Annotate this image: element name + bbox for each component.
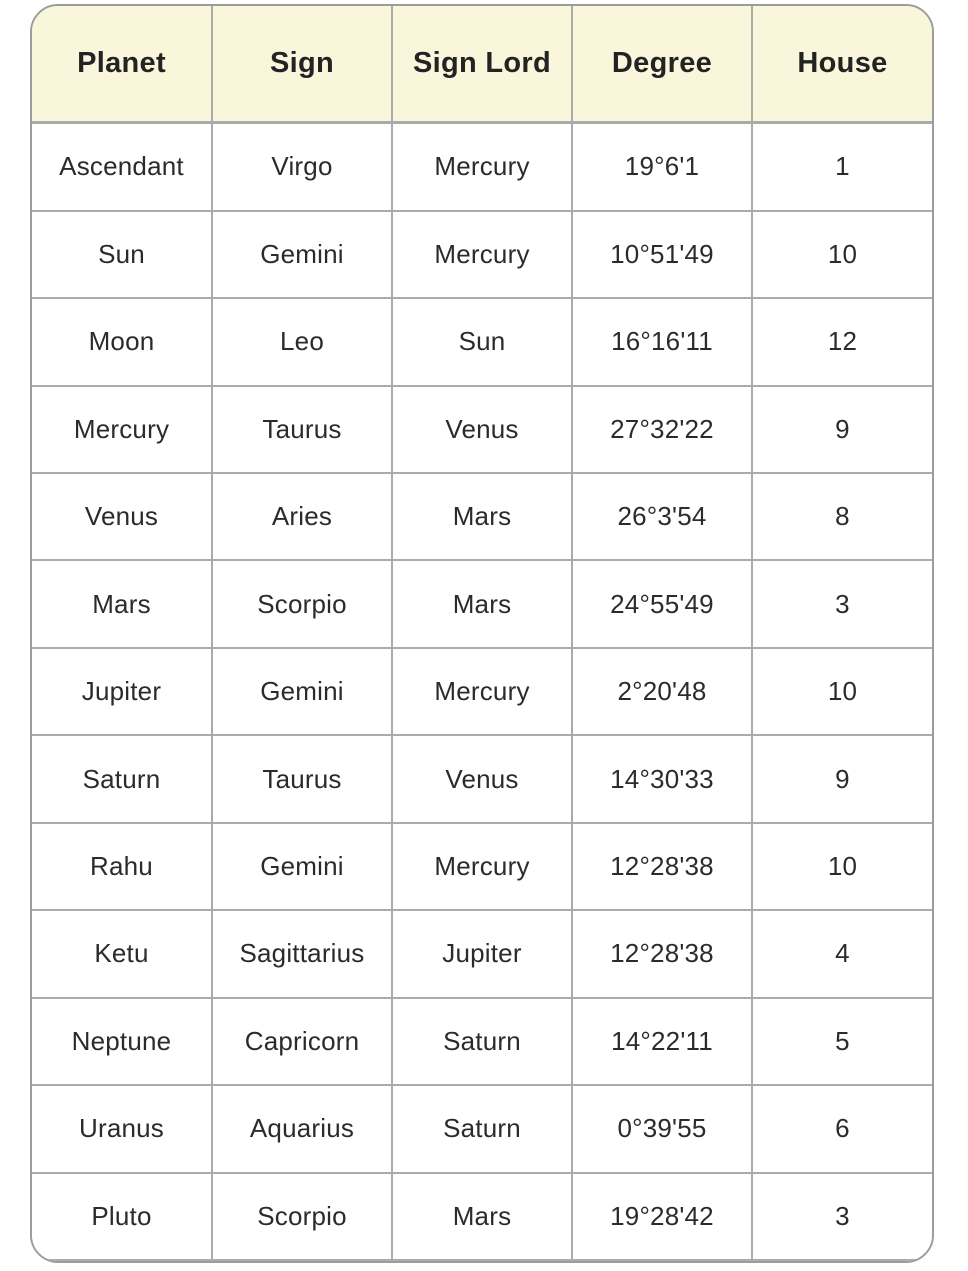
table-row: Mars Scorpio Mars 24°55'49 3 [32,559,932,649]
cell-planet: Uranus [32,1084,213,1174]
cell-planet: Jupiter [32,646,213,737]
cell-sign-lord: Mercury [391,121,573,212]
table-body: Ascendant Virgo Mercury 19°6'1 1 Sun Gem… [32,121,932,1261]
table-row: Sun Gemini Mercury 10°51'49 10 [32,209,932,300]
cell-planet: Mars [32,559,213,649]
cell-house: 12 [751,297,932,387]
cell-sign-lord: Mars [391,559,573,649]
cell-sign-lord: Mars [391,1171,573,1261]
cell-sign: Gemini [211,821,393,912]
cell-degree: 24°55'49 [571,559,753,649]
table-row: Ketu Sagittarius Jupiter 12°28'38 4 [32,909,932,999]
cell-planet: Ketu [32,909,213,999]
cell-sign: Sagittarius [211,909,393,999]
cell-degree: 19°28'42 [571,1171,753,1261]
cell-sign: Capricorn [211,996,393,1087]
cell-planet: Pluto [32,1171,213,1261]
cell-house: 4 [751,909,932,999]
table-row: Saturn Taurus Venus 14°30'33 9 [32,734,932,824]
table-row: Moon Leo Sun 16°16'11 12 [32,297,932,387]
cell-sign-lord: Mercury [391,821,573,912]
cell-house: 10 [751,209,932,300]
cell-house: 5 [751,996,932,1087]
cell-sign-lord: Mars [391,471,573,562]
cell-planet: Moon [32,297,213,387]
cell-sign: Scorpio [211,559,393,649]
cell-degree: 16°16'11 [571,297,753,387]
cell-house: 6 [751,1084,932,1174]
header-cell-degree: Degree [571,6,753,124]
cell-sign: Gemini [211,209,393,300]
header-cell-sign: Sign [211,6,393,124]
cell-planet: Mercury [32,384,213,475]
cell-sign: Scorpio [211,1171,393,1261]
header-row: Planet Sign Sign Lord Degree House [32,6,932,124]
table-row: Jupiter Gemini Mercury 2°20'48 10 [32,646,932,737]
cell-house: 10 [751,821,932,912]
cell-sign: Taurus [211,734,393,824]
cell-planet: Rahu [32,821,213,912]
cell-sign-lord: Saturn [391,996,573,1087]
cell-house: 9 [751,734,932,824]
cell-sign: Leo [211,297,393,387]
table-row: Rahu Gemini Mercury 12°28'38 10 [32,821,932,912]
planet-table: Planet Sign Sign Lord Degree House Ascen… [32,6,932,1261]
cell-degree: 10°51'49 [571,209,753,300]
cell-house: 9 [751,384,932,475]
cell-sign-lord: Sun [391,297,573,387]
cell-sign-lord: Jupiter [391,909,573,999]
cell-house: 8 [751,471,932,562]
table-row: Venus Aries Mars 26°3'54 8 [32,471,932,562]
header-cell-sign-lord: Sign Lord [391,6,573,124]
cell-degree: 26°3'54 [571,471,753,562]
cell-planet: Saturn [32,734,213,824]
cell-planet: Venus [32,471,213,562]
cell-house: 3 [751,559,932,649]
header-cell-house: House [751,6,932,124]
cell-sign: Taurus [211,384,393,475]
cell-sign-lord: Saturn [391,1084,573,1174]
table-row: Mercury Taurus Venus 27°32'22 9 [32,384,932,475]
cell-degree: 12°28'38 [571,821,753,912]
table-row: Pluto Scorpio Mars 19°28'42 3 [32,1171,932,1261]
cell-sign-lord: Venus [391,734,573,824]
header-cell-planet: Planet [32,6,213,124]
cell-degree: 27°32'22 [571,384,753,475]
table-row: Uranus Aquarius Saturn 0°39'55 6 [32,1084,932,1174]
cell-planet: Ascendant [32,121,213,212]
cell-degree: 2°20'48 [571,646,753,737]
cell-sign: Gemini [211,646,393,737]
cell-planet: Sun [32,209,213,300]
cell-sign-lord: Venus [391,384,573,475]
table-row: Ascendant Virgo Mercury 19°6'1 1 [32,121,932,212]
cell-planet: Neptune [32,996,213,1087]
cell-degree: 19°6'1 [571,121,753,212]
cell-degree: 14°30'33 [571,734,753,824]
cell-sign-lord: Mercury [391,646,573,737]
table-row: Neptune Capricorn Saturn 14°22'11 5 [32,996,932,1087]
cell-degree: 0°39'55 [571,1084,753,1174]
cell-house: 1 [751,121,932,212]
cell-house: 3 [751,1171,932,1261]
cell-degree: 14°22'11 [571,996,753,1087]
cell-sign: Aries [211,471,393,562]
cell-house: 10 [751,646,932,737]
cell-degree: 12°28'38 [571,909,753,999]
table-header: Planet Sign Sign Lord Degree House [32,6,932,124]
cell-sign: Aquarius [211,1084,393,1174]
planet-positions-table: Planet Sign Sign Lord Degree House Ascen… [30,4,934,1263]
cell-sign: Virgo [211,121,393,212]
cell-sign-lord: Mercury [391,209,573,300]
